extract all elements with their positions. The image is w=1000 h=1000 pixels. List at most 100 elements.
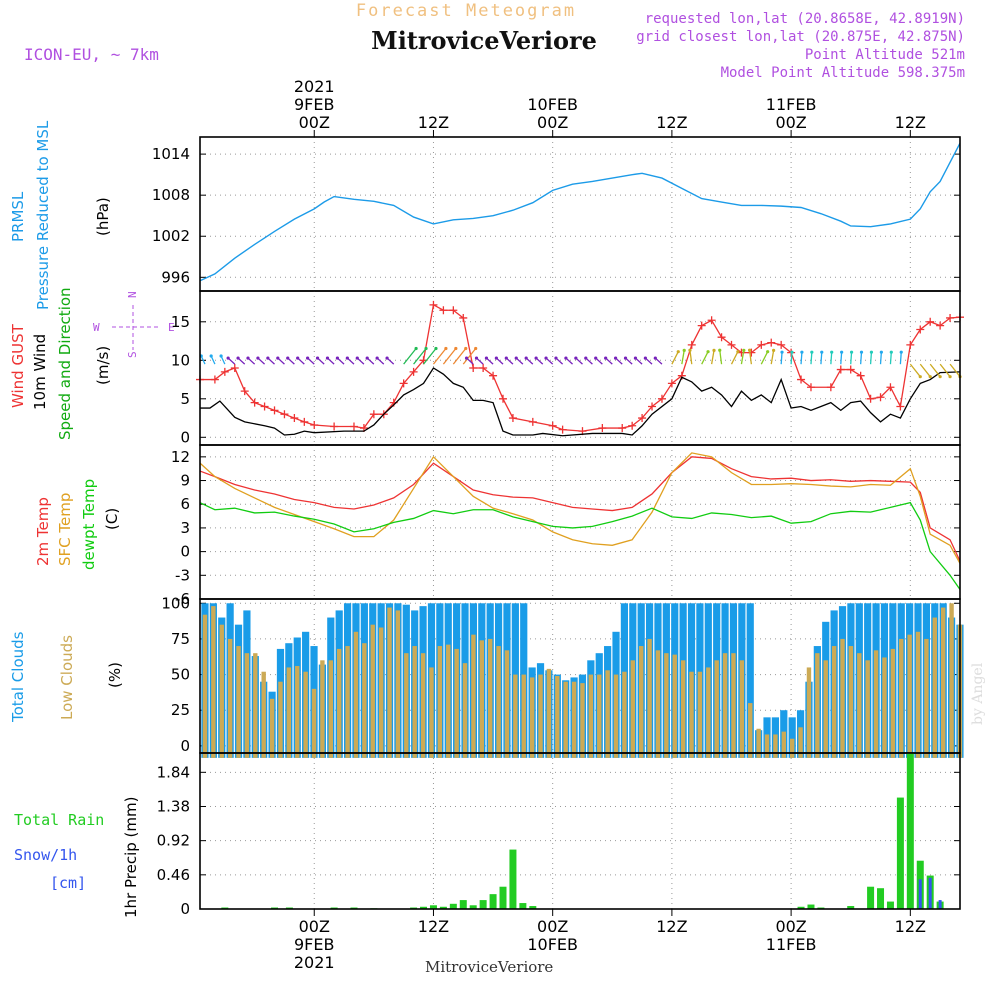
wind-arrow: [850, 352, 853, 365]
wind-arrow: [869, 352, 873, 365]
wind-arrow-head: [236, 356, 240, 360]
wind-arrow-head: [246, 356, 250, 360]
low-cloud-bar: [722, 653, 728, 758]
low-cloud-bar: [865, 660, 870, 758]
gust-marker: [330, 422, 339, 431]
rain-bar: [847, 906, 855, 909]
wind-arrow-head: [633, 356, 638, 360]
panel-1: 0 5 10 15: [171, 290, 964, 446]
wind-arrow-head: [286, 356, 290, 360]
rain-bar: [439, 906, 447, 909]
low-cloud-bar: [429, 667, 434, 758]
gust-marker: [528, 417, 537, 426]
wind-arrow-head: [209, 354, 213, 358]
wind-arrow-head: [688, 348, 692, 352]
low-cloud-bar: [672, 654, 677, 758]
ytick-label: 5: [180, 390, 190, 408]
wind-arrow: [770, 350, 775, 365]
compass-s: S: [126, 351, 139, 358]
year-label-top: 2021: [294, 77, 335, 96]
precip-labels: Total Rain Snow/1h [cm] 1hr Precip (mm): [14, 797, 140, 918]
rain-bar: [877, 888, 885, 909]
wind-arrow: [919, 363, 931, 378]
wind-arrow: [929, 363, 941, 378]
low-cloud-bar: [496, 646, 501, 758]
pressure-line: [199, 142, 961, 282]
closest-coords: grid closest lon,lat (20.875E, 42.875N): [636, 29, 965, 45]
wind-arrow-head: [306, 356, 310, 360]
wind-arrow-head: [643, 356, 647, 360]
wind-arrow: [740, 350, 745, 365]
gust-marker: [439, 306, 448, 315]
station-title: MitroviceVeriore: [371, 26, 597, 55]
wind-arrow-head: [514, 356, 518, 360]
gust-marker: [866, 394, 875, 403]
low-cloud-bar: [378, 627, 384, 758]
ytick-label: 3: [180, 519, 190, 537]
wind-arrow-head: [584, 356, 588, 360]
wind-arrow: [949, 363, 961, 378]
wind-arrow: [432, 348, 447, 365]
gust-marker: [548, 421, 557, 430]
wind-arrow: [840, 352, 843, 365]
low-cloud-bar: [404, 653, 409, 758]
gust-marker: [250, 398, 259, 407]
ytick-label: 15: [171, 313, 190, 331]
chart-plots: 996 1002 1008 1014 0 5 10 15 12 9 6 3 0 -3 -6 0 25 50 75 10…: [152, 77, 964, 972]
gust-marker: [717, 333, 726, 342]
low-cloud-bar: [915, 631, 921, 758]
low-cloud-bar: [395, 610, 401, 758]
rain-bar: [906, 753, 914, 909]
rain-bar: [509, 849, 517, 909]
ytick-label: 50: [171, 666, 190, 684]
wind-arrow-head: [766, 350, 770, 354]
time-label-top: 12Z: [656, 113, 687, 132]
low-cloud-bar: [236, 646, 241, 758]
gust-marker: [459, 313, 468, 322]
low-cloud-bar: [529, 677, 535, 758]
low-cloud-bar: [932, 617, 937, 758]
date-label-top: 10FEB: [527, 95, 578, 114]
rain-bar: [429, 905, 437, 909]
low-cloud-bar: [219, 624, 224, 758]
ytick-label: 25: [171, 701, 190, 719]
gust-label: Wind GUST: [9, 323, 27, 408]
low-cloud-bar: [857, 653, 862, 758]
gust-line: [200, 303, 961, 432]
panel-frame: [199, 752, 961, 910]
low-cloud-bar: [320, 660, 325, 758]
wind-arrow: [710, 350, 715, 365]
ytick-label: 0.46: [157, 866, 190, 884]
gust-marker: [697, 321, 706, 330]
wind-arrow-head: [712, 348, 716, 352]
low-cloud-bar: [462, 663, 468, 758]
gust-marker: [260, 402, 269, 411]
wind-arrow-head: [928, 375, 932, 379]
time-label-top: 12Z: [418, 113, 449, 132]
wind-arrow: [423, 348, 437, 365]
low-cloud-bar: [622, 671, 627, 758]
wind-arrow-head: [706, 350, 710, 354]
panel-2: 12 9 6 3 0 -3 -6: [171, 444, 961, 608]
ytick-label: -6: [175, 590, 190, 608]
gust-marker: [687, 340, 696, 349]
wind-arrow: [730, 351, 739, 365]
wind-arrow: [671, 351, 679, 365]
compass-w: W: [93, 321, 100, 334]
rain-bar: [449, 903, 457, 909]
low-cloud-bar: [781, 731, 786, 758]
total-rain-label: Total Rain: [14, 811, 104, 829]
gust-marker: [886, 383, 895, 392]
time-label-top: 00Z: [299, 113, 330, 132]
wind-arrow: [442, 348, 457, 365]
wind-arrow-head: [718, 348, 722, 352]
dewpt-line: [199, 501, 961, 590]
low-cloud-bar: [571, 681, 577, 758]
time-label-bottom: 12Z: [895, 917, 926, 936]
temp-labels: 2m Temp SFC Temp dewpt Temp (C): [34, 479, 121, 570]
date-label-bottom: 11FEB: [766, 935, 817, 954]
snow-unit: [cm]: [50, 874, 86, 892]
footer-station: MitroviceVeriore: [425, 958, 553, 976]
sfc-temp-label: SFC Temp: [56, 493, 74, 566]
cloud-unit: (%): [106, 662, 124, 688]
